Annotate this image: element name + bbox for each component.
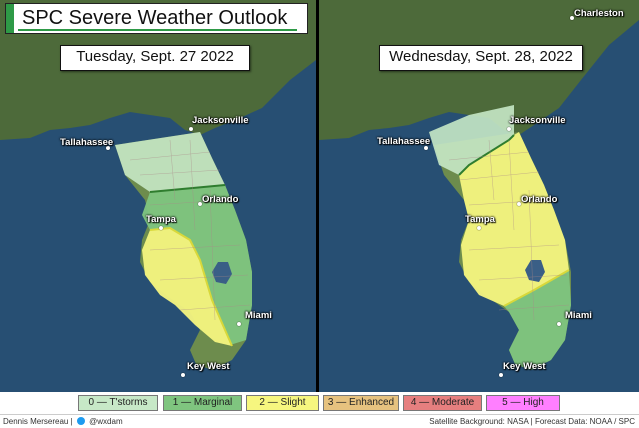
title-accent [6, 4, 14, 33]
legend-enhanced: 3 — Enhanced [323, 395, 399, 411]
city-label-charleston: Charleston [574, 8, 624, 19]
twitter-icon [76, 417, 85, 425]
city-label-miami: Miami [245, 310, 272, 321]
city-label-orlando: Orlando [521, 194, 558, 205]
city-marker [424, 146, 428, 150]
city-label-tallahassee: Tallahassee [377, 136, 431, 147]
city-marker [106, 146, 110, 150]
title-underline [18, 29, 297, 31]
legend-slight: 2 — Slight [246, 395, 319, 411]
author-credit: Dennis Mersereau | @wxdam [3, 417, 123, 426]
date-label-wednesday: Wednesday, Sept. 28, 2022 [379, 45, 583, 71]
city-marker [198, 202, 202, 206]
author-handle: @wxdam [89, 417, 123, 426]
legend-moderate: 4 — Moderate [403, 395, 482, 411]
city-label-tampa: Tampa [465, 214, 495, 225]
date-label-tuesday: Tuesday, Sept. 27 2022 [60, 45, 250, 71]
city-label-orlando: Orlando [202, 194, 239, 205]
city-marker [189, 127, 193, 131]
city-marker [181, 373, 185, 377]
city-marker [159, 226, 163, 230]
left-map-panel: SPC Severe Weather Outlook Tuesday, Sept… [0, 0, 316, 392]
legend-high: 5 — High [486, 395, 560, 411]
city-label-jacksonville: Jacksonville [192, 115, 249, 126]
city-marker [557, 322, 561, 326]
city-label-key-west: Key West [503, 361, 546, 372]
page-title: SPC Severe Weather Outlook [22, 7, 288, 29]
city-marker [517, 202, 521, 206]
city-marker [477, 226, 481, 230]
city-marker [237, 322, 241, 326]
city-label-tampa: Tampa [146, 214, 176, 225]
city-label-jacksonville: Jacksonville [509, 115, 566, 126]
city-marker [499, 373, 503, 377]
city-marker [570, 16, 574, 20]
title-card: SPC Severe Weather Outlook [5, 3, 308, 34]
legend-marginal: 1 — Marginal [163, 395, 242, 411]
city-label-key-west: Key West [187, 361, 230, 372]
city-marker [507, 127, 511, 131]
right-map-panel: Wednesday, Sept. 28, 2022 Charleston Tal… [319, 0, 639, 392]
legend-tstorms: 0 — T'storms [78, 395, 158, 411]
city-label-tallahassee: Tallahassee [60, 137, 114, 148]
risk-legend: 0 — T'storms 1 — Marginal 2 — Slight 3 —… [0, 392, 639, 414]
city-label-miami: Miami [565, 310, 592, 321]
data-credits: Satellite Background: NASA | Forecast Da… [429, 417, 635, 426]
footer: Dennis Mersereau | @wxdam Satellite Back… [0, 414, 639, 428]
author-name: Dennis Mersereau | [3, 417, 73, 426]
